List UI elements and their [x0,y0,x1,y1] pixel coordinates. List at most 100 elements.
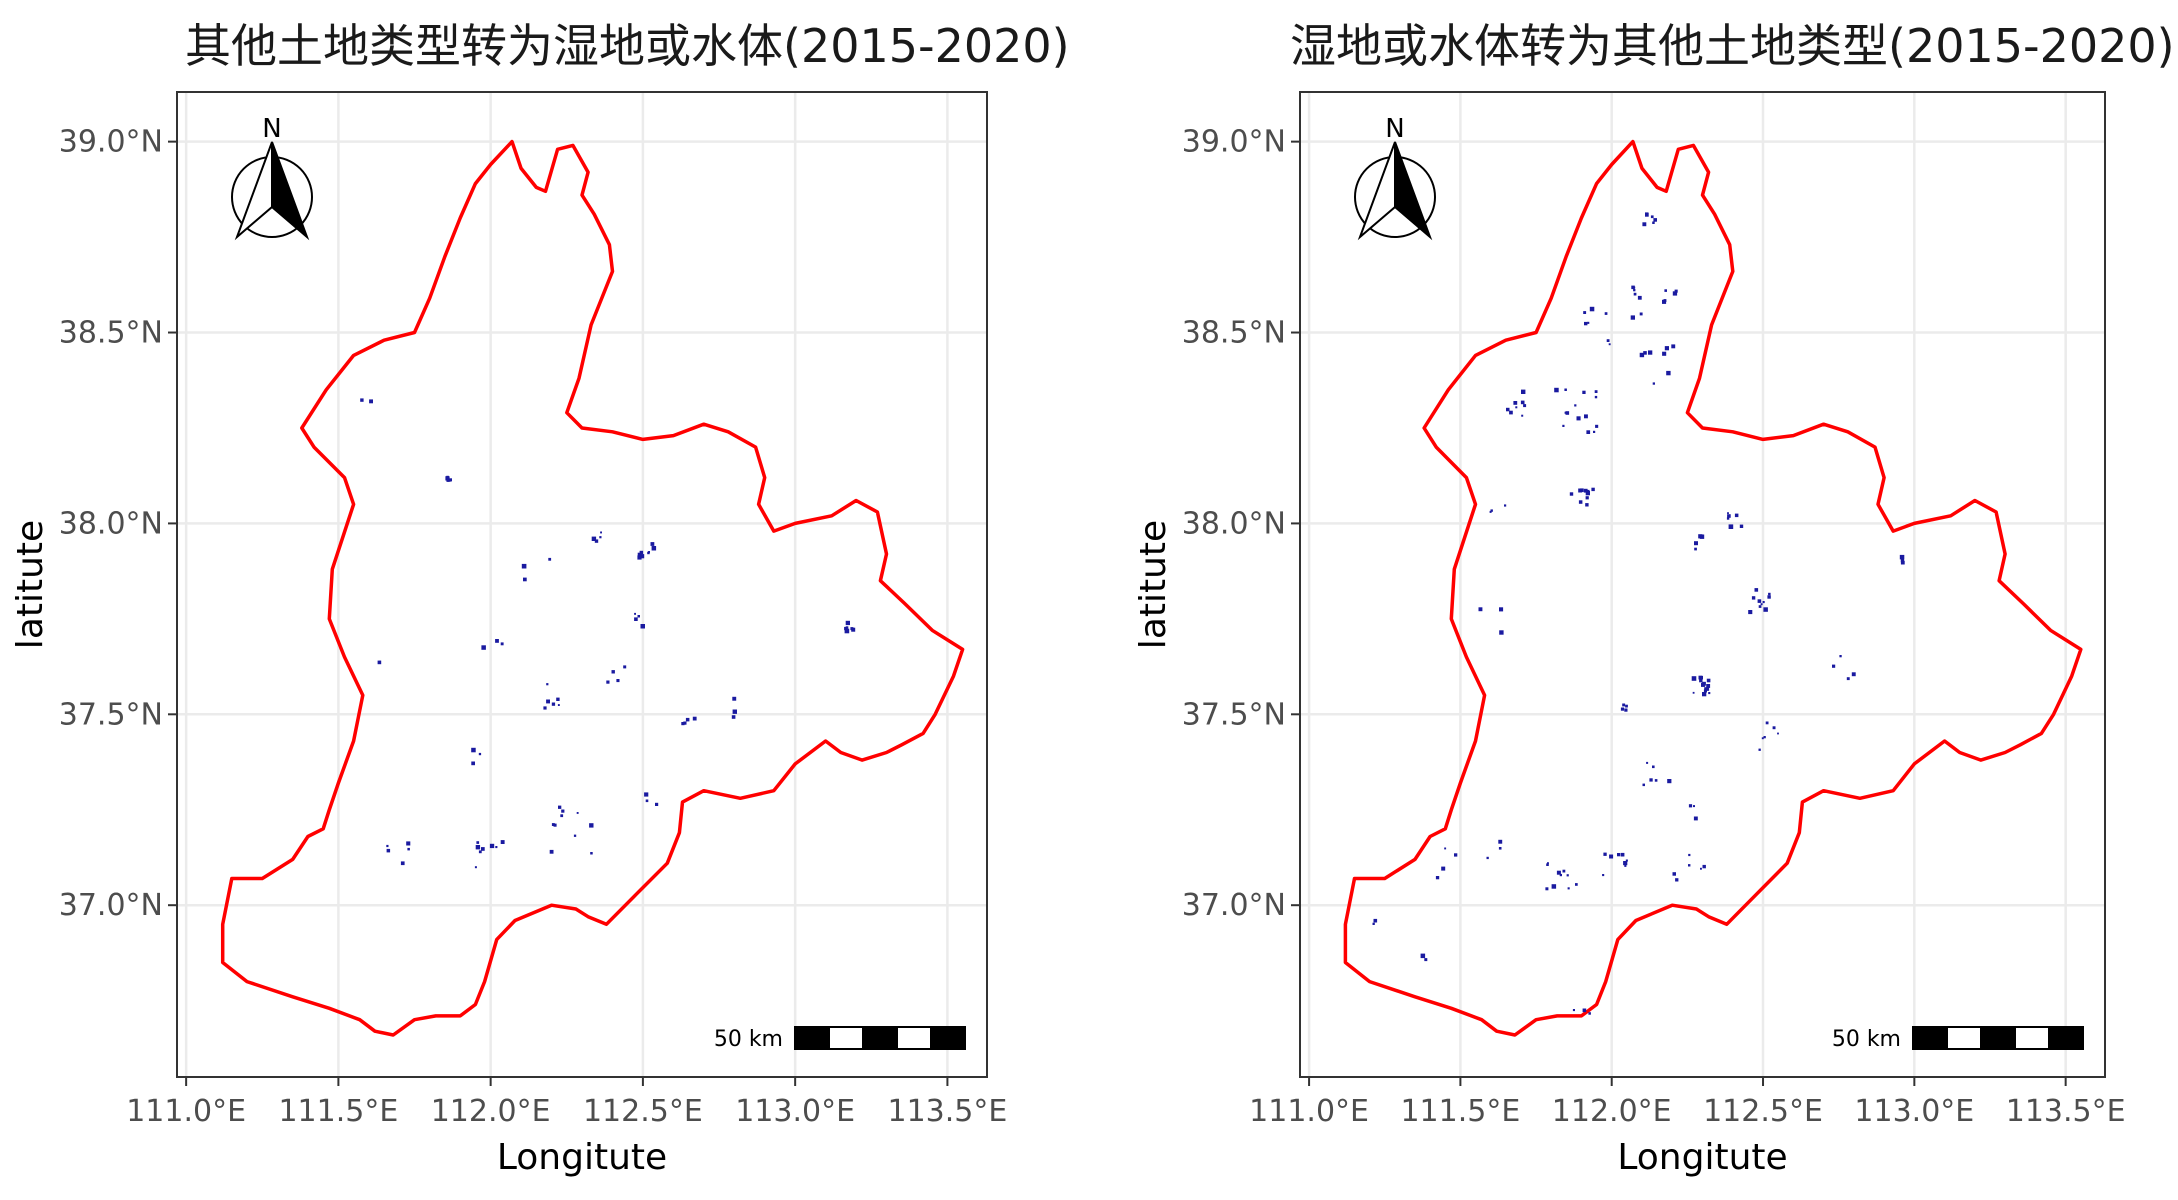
change-pixel [1630,315,1635,320]
change-pixel [1576,416,1581,421]
change-pixel [1564,388,1567,391]
y-tick-label: 37.0°N [59,888,163,923]
change-pixel [1582,1008,1587,1013]
change-pixel [406,841,411,846]
change-pixel [560,814,564,818]
y-axis-title: latitute [1133,520,1174,649]
change-pixel [1751,596,1756,600]
change-pixel [1700,867,1702,870]
change-pixel [844,628,850,634]
change-pixel [1620,852,1625,857]
change-pixel [1777,732,1779,735]
change-pixel [1705,687,1710,691]
change-pixel [1708,692,1711,695]
change-pixel [1763,607,1768,612]
change-pixel [1546,863,1549,866]
scale-bar-segment [896,1026,932,1050]
scale-bar-segment [1912,1026,1948,1050]
change-pixel [1584,414,1588,419]
change-pixel [1509,410,1513,415]
change-pixel [369,399,373,404]
change-pixel [623,665,627,669]
change-pixel [1572,1009,1575,1012]
change-pixel [1666,370,1671,376]
change-pixel [495,639,499,643]
change-pixel [1692,691,1695,694]
change-pixel [1642,222,1647,227]
change-pixel [1652,221,1655,224]
change-pixel [474,866,477,869]
change-pixel [1499,630,1504,635]
change-pixel [1701,682,1706,687]
change-pixel [1703,689,1707,693]
change-pixel [1637,295,1642,300]
change-pixel [1674,289,1678,293]
change-pixel [1566,874,1569,877]
change-pixel [611,670,615,674]
x-tick-label: 113.5°E [887,1094,1007,1129]
change-pixel [1609,854,1614,859]
change-pixel [1574,404,1577,407]
change-pixel [576,812,579,814]
change-pixel [1506,407,1510,412]
x-tick-label: 112.5°E [583,1094,703,1129]
change-pixel [553,823,557,827]
change-pixel [639,550,644,555]
scale-bar-segment [794,1026,830,1050]
change-pixel [1556,870,1561,875]
change-pixel [1569,492,1574,496]
change-pixel [1662,351,1667,356]
y-tick-label: 37.0°N [1182,888,1286,923]
change-pixel [1583,488,1588,493]
change-pixel [1667,779,1672,784]
y-tick-label: 37.5°N [1182,697,1286,732]
change-pixel [1765,721,1769,725]
change-pixel [1606,339,1610,342]
north-label: N [262,114,281,144]
change-pixel [1373,918,1378,923]
change-pixel [1584,321,1588,326]
change-pixel [1649,778,1653,782]
change-pixel [1523,404,1527,408]
change-pixel [591,536,597,541]
x-tick-label: 111.5°E [278,1094,398,1129]
change-pixel [1851,672,1856,677]
change-pixel [1832,664,1836,668]
change-pixel [1664,289,1667,292]
change-pixel [1603,852,1607,856]
change-pixel [634,612,636,615]
change-pixel [386,848,391,853]
change-pixel [1435,876,1440,880]
change-pixel [1372,922,1375,925]
change-pixel [446,475,449,479]
change-pixel [650,542,655,546]
scale-bar-segment [1980,1026,2016,1050]
change-pixel [1444,847,1447,850]
change-pixel [600,531,602,534]
change-pixel [1688,853,1691,857]
change-pixels [1372,212,1905,1015]
scale-bar: 50 km [1832,1026,2084,1052]
change-pixel [1763,736,1766,739]
change-pixel [556,697,560,701]
change-pixel [648,551,650,553]
region-boundary [220,139,965,1037]
x-tick-label: 112.5°E [1703,1094,1823,1129]
change-pixel [1608,343,1611,346]
change-pixel [386,844,389,848]
change-pixel [1486,856,1489,860]
change-pixel [1900,560,1905,565]
change-pixel [599,536,602,539]
change-pixel [1441,866,1446,871]
change-pixel [407,847,410,851]
scale-bar-segment [930,1026,966,1050]
change-pixel [1672,291,1678,296]
x-tick-label: 112.0°E [431,1094,551,1129]
change-pixel [732,696,737,701]
change-pixel [1622,703,1626,707]
change-pixel [557,704,560,706]
change-pixel [1706,684,1711,688]
change-pixel [1591,487,1595,492]
change-pixel [1762,601,1765,604]
